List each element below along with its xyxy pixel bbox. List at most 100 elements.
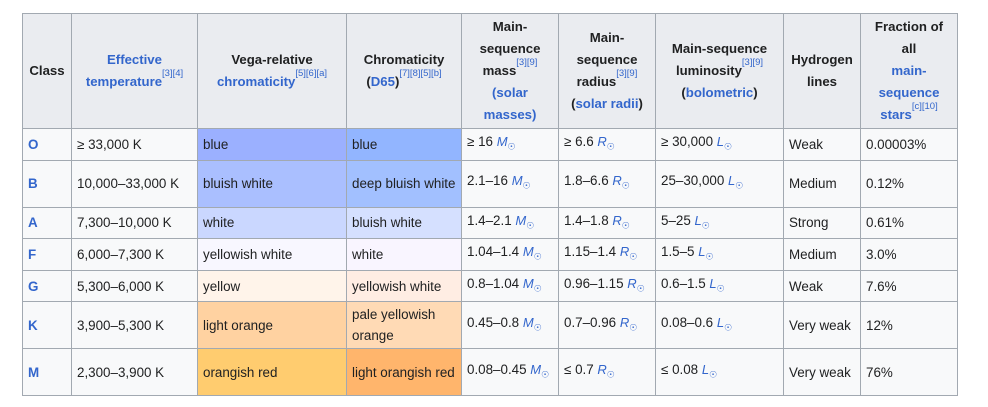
vega-color-cell: blue [197, 128, 347, 161]
luminosity-cell-value: 0.08–0.6 [661, 315, 717, 331]
fraction-refs[interactable]: [c][10] [911, 100, 938, 112]
vega-color-cell: bluish white [197, 159, 347, 208]
temperature-cell: ≥ 33,000 K [71, 128, 198, 161]
d65-link[interactable]: D65 [370, 74, 395, 89]
vega-color-cell: yellow [197, 269, 347, 303]
solar-unit-symbol[interactable]: M☉ [497, 134, 516, 152]
radius-cell: ≥ 6.6 R☉ [558, 128, 656, 161]
luminosity-cell: 25–30,000 L☉ [655, 159, 784, 208]
header-class: Class [22, 13, 72, 129]
solar-unit-symbol[interactable]: M☉ [523, 244, 542, 262]
stellar-classification-table: Class Effective temperature[3][4] Vega-r… [22, 13, 958, 397]
fraction-cell: 0.00003% [860, 128, 958, 161]
vega-refs[interactable]: [5][6][a] [295, 67, 328, 79]
effective-temperature-link[interactable]: Effective temperature [85, 52, 163, 89]
class-cell[interactable]: G [22, 269, 72, 303]
chrom-refs[interactable]: [7][8][5][b] [399, 67, 442, 79]
header-chromaticity: Chromaticity (D65)[7][8][5][b] [346, 13, 462, 129]
luminosity-cell: 0.08–0.6 L☉ [655, 301, 784, 350]
radius-cell: 1.8–6.6 R☉ [558, 159, 656, 208]
unit-letter: R [597, 134, 607, 149]
unit-letter: R [612, 173, 622, 189]
class-cell[interactable]: M [22, 348, 72, 397]
temperature-cell: 6,000–7,300 K [71, 238, 198, 271]
sun-symbol: ☉ [723, 141, 733, 152]
temperature-cell: 10,000–33,000 K [71, 159, 198, 208]
unit-letter: L [701, 362, 710, 378]
header-vega-chromaticity: Vega-relative chromaticity[5][6][a] [197, 13, 347, 129]
chromaticity-cell: white [346, 238, 462, 271]
solar-unit-symbol[interactable]: M☉ [523, 276, 542, 294]
header-row: Class Effective temperature[3][4] Vega-r… [22, 13, 958, 129]
mass-cell-value: 2.1–16 [467, 173, 512, 189]
fraction-cell: 0.61% [860, 206, 958, 240]
luminosity-cell-value: ≥ 30,000 [661, 134, 717, 149]
mass-cell: 0.8–1.04 M☉ [461, 269, 559, 303]
class-cell[interactable]: F [22, 238, 72, 271]
unit-letter: M [511, 173, 523, 189]
solar-unit-symbol[interactable]: R☉ [612, 213, 630, 231]
solar-unit-symbol[interactable]: R☉ [597, 134, 614, 152]
luminosity-cell: 1.5–5 L☉ [655, 238, 784, 271]
header-hydrogen-lines: Hydrogen lines [783, 13, 861, 129]
solar-unit-symbol[interactable]: R☉ [620, 315, 637, 333]
class-cell[interactable]: A [22, 206, 72, 240]
class-cell[interactable]: K [22, 301, 72, 350]
chromaticity-link[interactable]: chromaticity [216, 74, 296, 89]
hydrogen-cell: Medium [783, 238, 861, 271]
radius-cell: 0.96–1.15 R☉ [558, 269, 656, 303]
solar-radii-link[interactable]: solar radii [575, 96, 639, 111]
eff-temp-refs[interactable]: [3][4] [162, 67, 184, 79]
mass-cell: 1.4–2.1 M☉ [461, 206, 559, 240]
hydrogen-cell: Very weak [783, 301, 861, 350]
radius-cell: ≤ 0.7 R☉ [558, 348, 656, 397]
luminosity-cell: ≤ 0.08 L☉ [655, 348, 784, 397]
sun-symbol: ☉ [724, 322, 733, 333]
sun-symbol: ☉ [621, 220, 630, 231]
radius-cell: 1.15–1.4 R☉ [558, 238, 656, 271]
solar-unit-symbol[interactable]: L☉ [694, 212, 710, 231]
solar-unit-symbol[interactable]: L☉ [717, 134, 733, 152]
solar-unit-symbol[interactable]: L☉ [701, 362, 717, 380]
radius-label: Main-sequence radius [576, 30, 638, 89]
solar-unit-symbol[interactable]: M☉ [530, 362, 549, 380]
solar-unit-symbol[interactable]: R☉ [597, 362, 614, 380]
mass-refs[interactable]: [3][9] [516, 56, 538, 68]
solar-unit-symbol[interactable]: M☉ [515, 213, 534, 231]
class-cell[interactable]: O [22, 128, 72, 161]
solar-unit-symbol[interactable]: M☉ [511, 173, 531, 191]
solar-unit-symbol[interactable]: L☉ [709, 276, 724, 294]
mass-cell-value: 1.4–2.1 [467, 212, 516, 228]
fraction-cell: 7.6% [860, 269, 958, 303]
luminosity-cell-value: 5–25 [661, 212, 695, 228]
solar-unit-symbol[interactable]: L☉ [717, 315, 733, 333]
solar-unit-symbol[interactable]: L☉ [698, 244, 713, 262]
class-cell[interactable]: B [22, 159, 72, 208]
bolometric-link[interactable]: bolometric [685, 85, 754, 100]
lum-refs[interactable]: [3][9] [741, 56, 764, 68]
radius-refs[interactable]: [3][9] [616, 67, 638, 79]
solar-unit-symbol[interactable]: R☉ [627, 276, 644, 294]
solar-masses-link[interactable]: (solar masses) [483, 85, 537, 122]
fraction-label: Fraction of all [874, 19, 944, 56]
vega-color-cell: orangish red [197, 348, 347, 397]
mass-cell-value: ≥ 16 [467, 134, 497, 149]
radius-cell-value: ≥ 6.6 [564, 134, 598, 149]
unit-letter: L [698, 244, 706, 260]
sun-symbol: ☉ [522, 180, 531, 191]
header-luminosity: Main-sequence luminosity[3][9] (bolometr… [655, 13, 784, 129]
unit-letter: L [694, 212, 702, 228]
radius-cell-value: 0.96–1.15 [564, 275, 628, 291]
solar-unit-symbol[interactable]: R☉ [612, 173, 629, 191]
solar-unit-symbol[interactable]: R☉ [620, 244, 637, 262]
solar-unit-symbol[interactable]: M☉ [523, 315, 542, 333]
main-sequence-stars-link[interactable]: main-sequence stars [878, 63, 940, 122]
temperature-cell: 5,300–6,000 K [71, 269, 198, 303]
solar-unit-symbol[interactable]: L☉ [728, 173, 744, 191]
sun-symbol: ☉ [735, 180, 744, 191]
